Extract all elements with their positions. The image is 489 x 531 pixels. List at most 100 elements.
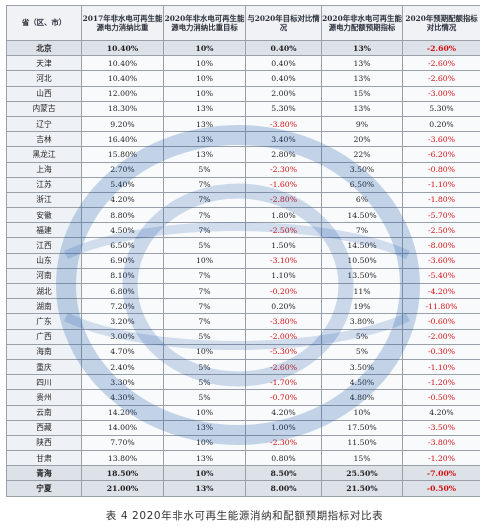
table-row: 新疆13.10%13%0.10%14.50%-1.40% xyxy=(6,495,480,497)
share-2017-cell: 4.50% xyxy=(81,222,164,239)
share-2017-cell: 3.00% xyxy=(81,328,164,345)
table-container: 省（区、市） 2017年非水电可再生能源电力消纳比重 2020年非水电可再生能源… xyxy=(6,5,480,497)
table-header: 省（区、市） 2017年非水电可再生能源电力消纳比重 2020年非水电可再生能源… xyxy=(6,5,480,41)
target-diff-cell: 0.20% xyxy=(245,298,322,315)
province-cell: 西藏 xyxy=(6,419,82,436)
target-diff-cell: 1.00% xyxy=(245,419,322,436)
share-2017-cell: 8.10% xyxy=(81,267,164,285)
share-2017-cell: 13.10% xyxy=(81,495,164,497)
target-2020-cell: 13% xyxy=(163,131,246,148)
target-diff-cell: -2.30% xyxy=(245,161,322,178)
target-2020-cell: 13% xyxy=(163,146,246,163)
quota-diff-cell: -2.60% xyxy=(402,70,480,87)
quota-2020-cell: 14.50% xyxy=(321,237,403,254)
quota-diff-cell: -3.60% xyxy=(402,252,480,269)
province-cell: 宁夏 xyxy=(6,480,82,497)
target-2020-cell: 7% xyxy=(163,222,246,239)
quota-diff-cell: -1.10% xyxy=(402,176,480,193)
target-diff-cell: 1.80% xyxy=(245,207,322,224)
quota-2020-cell: 10% xyxy=(321,404,403,421)
share-2017-cell: 15.80% xyxy=(81,146,164,163)
province-cell: 吉林 xyxy=(6,131,82,148)
province-cell: 广西 xyxy=(6,328,82,345)
quota-diff-cell: 0.20% xyxy=(402,115,480,133)
quota-diff-cell: -5.70% xyxy=(402,207,480,224)
share-2017-cell: 6.90% xyxy=(81,252,164,269)
table-row: 江苏 5.40% 7% -1.60% 6.50% -1.10% xyxy=(6,176,480,193)
table-row: 湖南 7.20% 7% 0.20% 19% -11.80% xyxy=(6,298,480,315)
table-row: 贵州 4.30% 5% -0.70% 4.80% -0.50% xyxy=(6,389,480,406)
target-diff-cell: 2.00% xyxy=(245,85,322,102)
province-cell: 福建 xyxy=(6,222,82,239)
province-cell: 青海 xyxy=(6,465,82,482)
quota-2020-cell: 13% xyxy=(321,39,403,57)
share-2017-cell: 6.80% xyxy=(81,282,164,300)
quota-diff-cell: -3.00% xyxy=(402,85,480,102)
quota-diff-cell: -8.00% xyxy=(402,237,480,254)
share-2017-cell: 4.30% xyxy=(81,389,164,406)
quota-comparison-table: 省（区、市） 2017年非水电可再生能源电力消纳比重 2020年非水电可再生能源… xyxy=(6,5,480,497)
quota-2020-cell: 11% xyxy=(321,282,403,300)
target-diff-cell: 8.50% xyxy=(245,465,322,482)
target-2020-cell: 13% xyxy=(163,450,246,467)
table-row: 广西 3.00% 5% -2.00% 5% -2.00% xyxy=(6,328,480,345)
quota-2020-cell: 21.50% xyxy=(321,480,403,497)
share-2017-cell: 4.70% xyxy=(81,343,164,360)
province-cell: 江西 xyxy=(6,237,82,254)
quota-2020-cell: 13% xyxy=(321,70,403,87)
share-2017-cell: 7.20% xyxy=(81,298,164,315)
quota-2020-cell: 17.50% xyxy=(321,419,403,436)
share-2017-cell: 7.70% xyxy=(81,434,164,452)
quota-2020-cell: 14.50% xyxy=(321,495,403,497)
target-diff-cell: -0.20% xyxy=(245,282,322,300)
quota-diff-cell: 4.20% xyxy=(402,404,480,421)
target-2020-cell: 13% xyxy=(163,115,246,133)
table-row: 海南 4.70% 10% -5.30% 5% -0.30% xyxy=(6,343,480,360)
target-2020-cell: 13% xyxy=(163,495,246,497)
table-row: 山西 12.00% 10% 2.00% 15% -3.00% xyxy=(6,85,480,102)
target-diff-cell: 4.20% xyxy=(245,404,322,421)
share-2017-cell: 21.00% xyxy=(81,480,164,497)
share-2017-cell: 16.40% xyxy=(81,131,164,148)
quota-diff-cell: -6.20% xyxy=(402,146,480,163)
table-row: 河北 10.40% 10% 0.40% 13% -2.60% xyxy=(6,70,480,87)
target-2020-cell: 5% xyxy=(163,161,246,178)
quota-diff-cell: -1.80% xyxy=(402,191,480,209)
target-diff-cell: 0.80% xyxy=(245,450,322,467)
table-row: 浙江 4.20% 7% -2.80% 6% -1.80% xyxy=(6,191,480,209)
table-row: 河南 8.10% 7% 1.10% 13.50% -5.40% xyxy=(6,267,480,285)
province-cell: 江苏 xyxy=(6,176,82,193)
quota-diff-cell: -5.40% xyxy=(402,267,480,285)
target-diff-cell: -0.70% xyxy=(245,389,322,406)
quota-diff-cell: -0.60% xyxy=(402,313,480,330)
share-2017-cell: 14.00% xyxy=(81,419,164,436)
province-cell: 北京 xyxy=(6,39,82,57)
share-2017-cell: 10.40% xyxy=(81,39,164,57)
target-2020-cell: 5% xyxy=(163,389,246,406)
table-caption: 表 4 2020年非水可再生能源消纳和配额预期指标对比表 xyxy=(105,510,384,522)
target-2020-cell: 7% xyxy=(163,191,246,209)
quota-2020-cell: 10.50% xyxy=(321,252,403,269)
target-diff-cell: 0.40% xyxy=(245,55,322,72)
target-2020-cell: 10% xyxy=(163,404,246,421)
target-diff-cell: 0.40% xyxy=(245,70,322,87)
table-row: 宁夏 21.00% 13% 8.00% 21.50% -0.50% xyxy=(6,480,480,497)
quota-2020-cell: 13% xyxy=(321,100,403,117)
province-cell: 安徽 xyxy=(6,207,82,224)
table-row: 辽宁 9.20% 13% -3.80% 9% 0.20% xyxy=(6,115,480,133)
quota-diff-cell: -1.40% xyxy=(402,495,480,497)
target-2020-cell: 10% xyxy=(163,343,246,360)
province-cell: 上海 xyxy=(6,161,82,178)
province-cell: 天津 xyxy=(6,55,82,72)
table-row: 陕西 7.70% 10% -2.30% 11.50% -3.80% xyxy=(6,434,480,452)
table-row: 湖北 6.80% 7% -0.20% 11% -4.20% xyxy=(6,282,480,300)
quota-diff-cell: -3.80% xyxy=(402,434,480,452)
target-2020-cell: 7% xyxy=(163,298,246,315)
table-row: 安徽 8.80% 7% 1.80% 14.50% -5.70% xyxy=(6,207,480,224)
target-diff-cell: -2.30% xyxy=(245,434,322,452)
share-2017-cell: 10.40% xyxy=(81,70,164,87)
target-2020-cell: 7% xyxy=(163,282,246,300)
province-cell: 四川 xyxy=(6,374,82,391)
header-quota-comparison: 2020年预期配额指标对比情况 xyxy=(402,5,480,41)
target-diff-cell: -3.10% xyxy=(245,252,322,269)
